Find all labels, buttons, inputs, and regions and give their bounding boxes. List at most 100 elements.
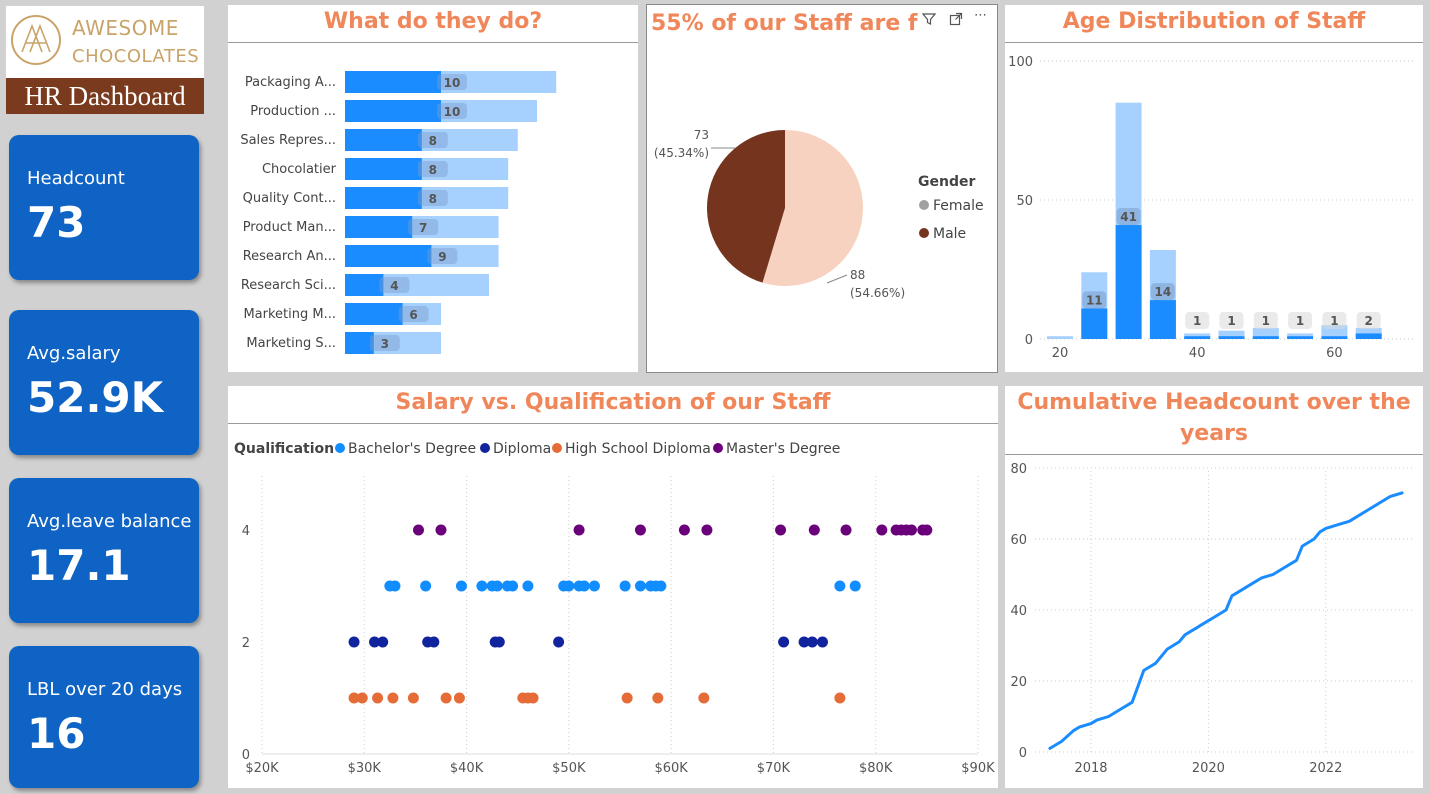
scatter-point: [778, 636, 790, 648]
scatter-point: [563, 580, 575, 592]
pie-slice-female: [762, 130, 863, 286]
scatter-point: [588, 580, 600, 592]
y-tick-label: 4: [242, 524, 250, 539]
scatter-point: [389, 580, 401, 592]
age-data-label-bg: [1116, 208, 1141, 226]
salary-panel[interactable]: Salary vs. Qualification of our Staff Qu…: [228, 386, 998, 788]
kpi-card-lbl-over-20[interactable]: LBL over 20 days 16: [9, 646, 199, 788]
age-data-label-bg: [1288, 312, 1313, 329]
title-divider: [228, 423, 998, 424]
y-tick-label: 2: [242, 636, 250, 651]
role-bar: [345, 303, 403, 325]
age-data-label-bg: [1219, 312, 1244, 329]
role-category-label: Marketing S...: [246, 336, 336, 351]
y-tick-label: 0: [242, 748, 250, 763]
y-tick-label: 50: [1016, 194, 1033, 209]
x-tick-label: 2022: [1309, 761, 1342, 776]
scatter-point: [455, 580, 467, 592]
x-tick-label: 40: [1189, 346, 1206, 361]
logo-text-awesome: AWESOME: [72, 16, 179, 40]
y-tick-label: 100: [1008, 55, 1033, 70]
scatter-point: [476, 580, 488, 592]
role-data-label: 4: [390, 279, 398, 293]
role-category-label: Quality Cont...: [243, 191, 336, 206]
scatter-point: [849, 580, 861, 592]
roles-panel[interactable]: What do they do? Packaging A... 10 Product…: [228, 5, 638, 372]
scatter-point: [407, 692, 419, 704]
dashboard-title: HR Dashboard: [6, 78, 204, 114]
role-bar: [345, 274, 384, 296]
role-category-label: Chocolatier: [262, 162, 337, 177]
role-data-label: 8: [429, 192, 437, 206]
age-panel[interactable]: Age Distribution of Staff 0 50 100 20 40 60 11…: [1005, 5, 1423, 372]
scatter-point: [356, 692, 368, 704]
cumulative-line: [1048, 491, 1404, 750]
x-tick-label: 2020: [1192, 761, 1225, 776]
age-bar: [1252, 336, 1279, 339]
age-bar: [1184, 336, 1211, 339]
role-category-label: Research Sci...: [241, 278, 336, 293]
kpi-card-avg-leave-balance[interactable]: Avg.leave balance 17.1: [9, 478, 199, 623]
cumulative-chart[interactable]: 0 20 40 60 80 2018 2020 2022: [1005, 386, 1423, 788]
scatter-point: [420, 580, 432, 592]
gender-panel[interactable]: 55% of our Staff are f ⋯ 73 (45.34%) 88 (54…: [646, 4, 998, 373]
role-data-label-bg: [417, 190, 448, 206]
legend-item: Diploma: [493, 441, 551, 457]
age-data-label: 14: [1155, 285, 1172, 299]
kpi-value: 52.9K: [27, 373, 164, 422]
role-bar: [345, 216, 413, 238]
legend-item-male: Male: [933, 226, 966, 242]
scatter-point: [440, 692, 452, 704]
title-divider: [1005, 454, 1423, 455]
age-background-bar: [1047, 336, 1073, 339]
scatter-point: [619, 580, 631, 592]
scatter-point: [806, 636, 818, 648]
kpi-card-headcount[interactable]: Headcount 73: [9, 135, 199, 280]
x-tick-label: $70K: [757, 761, 791, 776]
legend-item: Master's Degree: [726, 441, 840, 457]
title-divider: [1005, 42, 1423, 43]
kpi-label: Avg.salary: [27, 343, 121, 364]
scatter-point: [816, 636, 828, 648]
roles-chart[interactable]: Packaging A... 10 Production ... 10 Sales Re…: [228, 5, 638, 372]
scatter-point: [348, 692, 360, 704]
scatter-point: [701, 524, 713, 536]
age-bar: [1287, 336, 1314, 339]
legend-title: Qualification: [234, 441, 334, 457]
age-data-label-bg: [1185, 312, 1210, 329]
age-data-label-bg: [1150, 283, 1175, 301]
age-data-label: 2: [1365, 314, 1373, 328]
gender-title: 55% of our Staff are f: [651, 11, 918, 36]
kpi-card-avg-salary[interactable]: Avg.salary 52.9K: [9, 310, 199, 455]
pie-slice-male: [706, 130, 785, 283]
cumulative-panel[interactable]: Cumulative Headcount over the years 0 20 4…: [1005, 386, 1423, 788]
scatter-point: [507, 580, 519, 592]
role-category-label: Production ...: [250, 104, 336, 119]
role-data-label: 7: [419, 221, 427, 235]
salary-title: Salary vs. Qualification of our Staff: [395, 390, 831, 415]
gender-chart[interactable]: 73 (45.34%) 88 (54.66%) Gender Female Male: [647, 5, 997, 372]
salary-chart[interactable]: Qualification Bachelor's Degree Diploma Hig…: [228, 386, 998, 788]
y-tick-label: 0: [1025, 333, 1033, 348]
focus-mode-icon[interactable]: [949, 12, 963, 26]
pie-label-male-count: 73: [694, 128, 709, 142]
x-tick-label: $30K: [348, 761, 382, 776]
scatter-point: [921, 524, 933, 536]
scatter-point: [387, 692, 399, 704]
filter-icon[interactable]: [922, 12, 936, 26]
scatter-point: [522, 580, 534, 592]
scatter-point: [412, 524, 424, 536]
role-data-label-bg: [369, 335, 400, 351]
scatter-point: [621, 692, 633, 704]
role-data-label: 8: [429, 134, 437, 148]
kpi-value: 17.1: [27, 541, 131, 590]
legend-item: High School Diploma: [565, 441, 711, 457]
kpi-label: Headcount: [27, 168, 125, 189]
more-options-icon[interactable]: ⋯: [974, 8, 987, 23]
y-tick-label: 40: [1010, 604, 1027, 619]
kpi-label: Avg.leave balance: [27, 511, 192, 532]
role-data-label: 3: [381, 337, 389, 351]
role-bar: [345, 245, 432, 267]
role-data-label: 8: [429, 163, 437, 177]
